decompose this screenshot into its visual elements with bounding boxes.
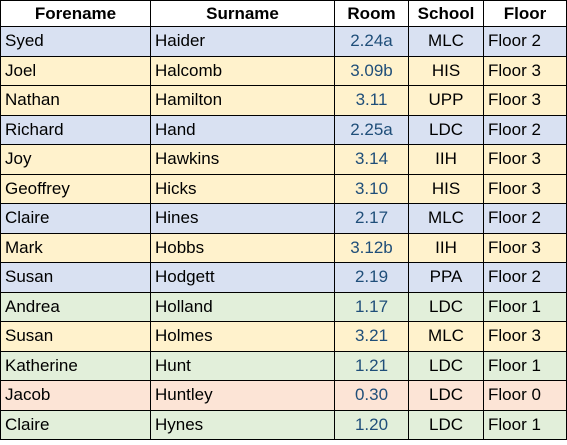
cell-room: 3.11 [334,85,409,116]
header-floor: Floor [483,0,567,27]
cell-school: LDC [408,409,484,440]
cell-forename: Joy [0,144,151,175]
cell-school: UPP [408,85,484,116]
table-row: Claire Hines 2.17 MLC Floor 2 [0,203,567,234]
cell-forename: Mark [0,232,151,263]
cell-surname: Huntley [150,380,335,411]
cell-forename: Katherine [0,350,151,381]
cell-floor: Floor 2 [483,203,567,234]
cell-surname: Hicks [150,173,335,204]
cell-room: 2.24a [334,26,409,57]
cell-forename: Claire [0,409,151,440]
table-row: Syed Haider 2.24a MLC Floor 2 [0,26,567,57]
cell-floor: Floor 3 [483,85,567,116]
cell-forename: Susan [0,321,151,352]
cell-school: PPA [408,262,484,293]
table-row: Joel Halcomb 3.09b HIS Floor 3 [0,55,567,86]
cell-room: 2.17 [334,203,409,234]
cell-room: 0.30 [334,380,409,411]
cell-floor: Floor 2 [483,26,567,57]
cell-surname: Holmes [150,321,335,352]
table-row: Susan Holmes 3.21 MLC Floor 3 [0,321,567,352]
cell-school: IIH [408,232,484,263]
table-row: Katherine Hunt 1.21 LDC Floor 1 [0,350,567,381]
cell-floor: Floor 3 [483,144,567,175]
cell-room: 1.20 [334,409,409,440]
cell-surname: Haider [150,26,335,57]
cell-surname: Hawkins [150,144,335,175]
cell-room: 2.25a [334,114,409,145]
cell-floor: Floor 3 [483,173,567,204]
table-row: Claire Hynes 1.20 LDC Floor 1 [0,409,567,440]
cell-school: MLC [408,321,484,352]
cell-surname: Hynes [150,409,335,440]
table-row: Geoffrey Hicks 3.10 HIS Floor 3 [0,173,567,204]
cell-surname: Halcomb [150,55,335,86]
cell-room: 3.21 [334,321,409,352]
cell-school: HIS [408,173,484,204]
cell-forename: Jacob [0,380,151,411]
cell-floor: Floor 1 [483,291,567,322]
cell-floor: Floor 3 [483,232,567,263]
cell-surname: Hodgett [150,262,335,293]
cell-school: MLC [408,26,484,57]
table-row: Nathan Hamilton 3.11 UPP Floor 3 [0,85,567,116]
cell-surname: Hand [150,114,335,145]
cell-floor: Floor 1 [483,350,567,381]
cell-room: 3.14 [334,144,409,175]
cell-surname: Hobbs [150,232,335,263]
cell-forename: Nathan [0,85,151,116]
table-row: Richard Hand 2.25a LDC Floor 2 [0,114,567,145]
cell-school: LDC [408,291,484,322]
cell-surname: Hines [150,203,335,234]
cell-forename: Andrea [0,291,151,322]
table-row: Jacob Huntley 0.30 LDC Floor 0 [0,380,567,411]
cell-surname: Hamilton [150,85,335,116]
cell-forename: Claire [0,203,151,234]
cell-school: LDC [408,350,484,381]
cell-floor: Floor 1 [483,409,567,440]
cell-room: 3.10 [334,173,409,204]
cell-floor: Floor 3 [483,55,567,86]
cell-forename: Joel [0,55,151,86]
header-surname: Surname [150,0,335,27]
cell-surname: Hunt [150,350,335,381]
cell-room: 1.21 [334,350,409,381]
cell-school: IIH [408,144,484,175]
cell-forename: Richard [0,114,151,145]
table-body: Syed Haider 2.24a MLC Floor 2 Joel Halcomb 3.09… [0,26,567,440]
cell-forename: Geoffrey [0,173,151,204]
header-room: Room [334,0,409,27]
cell-school: MLC [408,203,484,234]
cell-room: 2.19 [334,262,409,293]
cell-floor: Floor 3 [483,321,567,352]
cell-floor: Floor 2 [483,262,567,293]
cell-floor: Floor 2 [483,114,567,145]
header-forename: Forename [0,0,151,27]
cell-forename: Syed [0,26,151,57]
table-row: Andrea Holland 1.17 LDC Floor 1 [0,291,567,322]
cell-forename: Susan [0,262,151,293]
table-row: Susan Hodgett 2.19 PPA Floor 2 [0,262,567,293]
table-row: Mark Hobbs 3.12b IIH Floor 3 [0,232,567,263]
table-header-row: Forename Surname Room School Floor [0,0,567,27]
cell-school: LDC [408,380,484,411]
cell-room: 3.09b [334,55,409,86]
table-row: Joy Hawkins 3.14 IIH Floor 3 [0,144,567,175]
cell-school: LDC [408,114,484,145]
cell-surname: Holland [150,291,335,322]
cell-floor: Floor 0 [483,380,567,411]
header-school: School [408,0,484,27]
cell-room: 3.12b [334,232,409,263]
cell-school: HIS [408,55,484,86]
cell-room: 1.17 [334,291,409,322]
